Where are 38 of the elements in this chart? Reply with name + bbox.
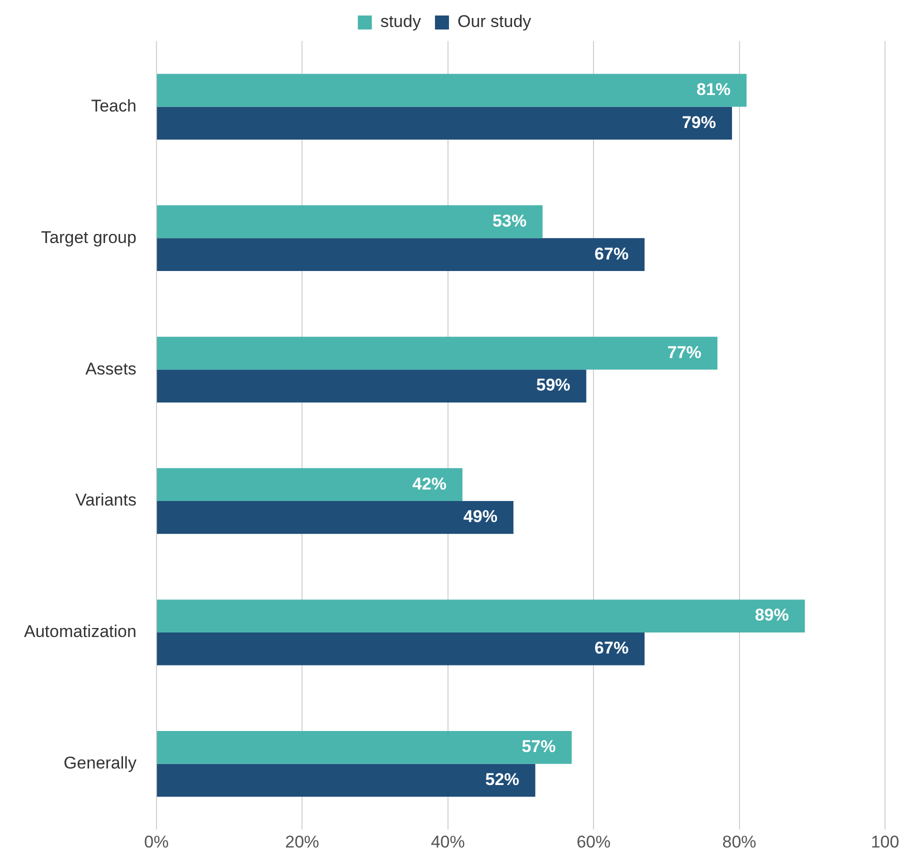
bar [156,731,572,764]
data-label: 52% [485,770,520,789]
data-label: 59% [536,376,570,395]
legend-label: Our study [457,12,532,32]
bar [156,238,645,272]
data-label: 77% [667,342,702,362]
x-tick-label: 60% [576,832,611,852]
bar [156,600,805,632]
bar [156,336,718,370]
y-tick-label: Variants [75,490,136,510]
data-label: 57% [522,737,556,756]
data-label: 49% [463,507,498,526]
bar [156,205,543,238]
y-tick-label: Teach [91,96,136,116]
y-tick-label: Assets [85,359,136,378]
y-tick-label: Automatization [24,622,136,642]
x-tick-label: 80% [722,832,756,852]
x-tick-label: 40% [430,832,465,852]
bar [156,632,645,666]
bar [156,764,536,797]
bar [156,468,462,502]
data-label: 67% [594,638,629,658]
y-tick-label: Target group [41,228,136,247]
x-tick-label: 100 [870,832,900,852]
bar [156,501,514,534]
data-label: 79% [682,112,716,132]
y-tick-label: Generally [64,754,137,773]
data-label: 81% [696,80,731,99]
legend-label: study [380,12,422,32]
bar [156,74,747,107]
bar [156,106,732,140]
x-tick-label: 20% [285,832,320,852]
data-label: 67% [594,244,629,264]
data-label: 53% [492,211,527,230]
bar [156,370,586,402]
data-label: 89% [754,606,789,625]
data-label: 42% [412,474,446,494]
x-tick-label: 0% [144,832,169,852]
